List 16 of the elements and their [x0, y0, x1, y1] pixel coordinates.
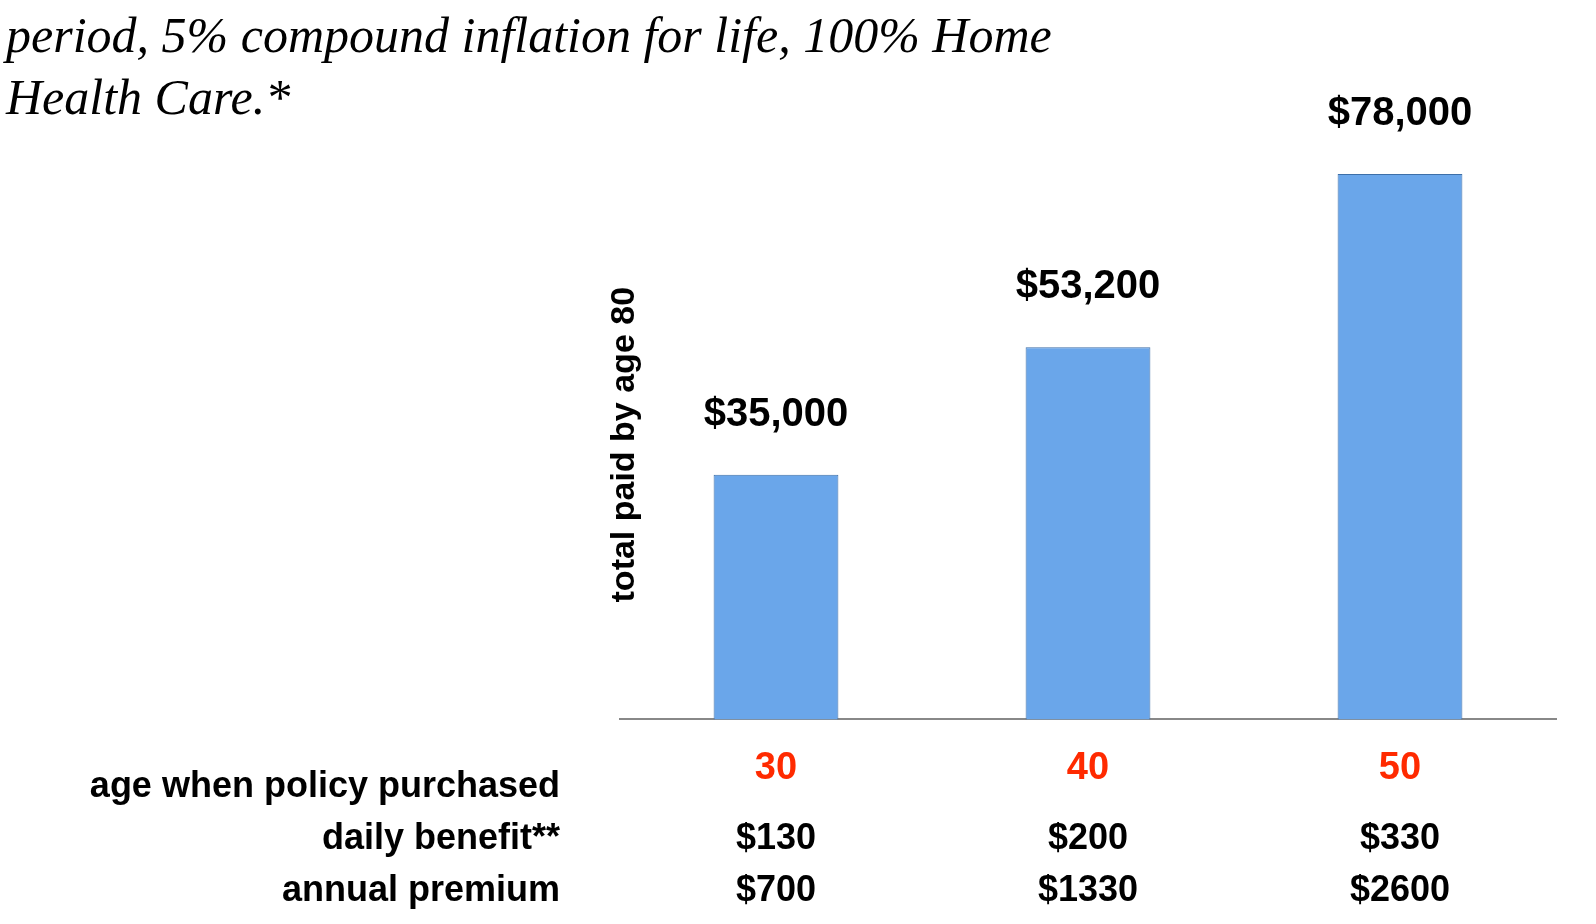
- text: $700: [735, 867, 817, 909]
- text: $330: [1359, 815, 1441, 857]
- x-tick-label: 40: [1066, 744, 1110, 787]
- text: $200: [1047, 815, 1129, 857]
- text: $2600: [1349, 867, 1451, 909]
- text: annual premium: [281, 867, 560, 909]
- text: $1330: [1037, 867, 1139, 909]
- y-axis-title: total paid by age 80: [603, 286, 642, 603]
- data-label: $78,000: [1327, 88, 1473, 133]
- data-label: $35,000: [703, 389, 849, 434]
- x-tick-label: 50: [1378, 744, 1422, 787]
- x-tick-label: 30: [754, 744, 798, 787]
- text: $130: [735, 815, 817, 857]
- text: daily benefit**: [321, 815, 560, 857]
- data-label: $53,200: [1015, 262, 1161, 307]
- x-axis-title: age when policy purchased: [89, 763, 560, 805]
